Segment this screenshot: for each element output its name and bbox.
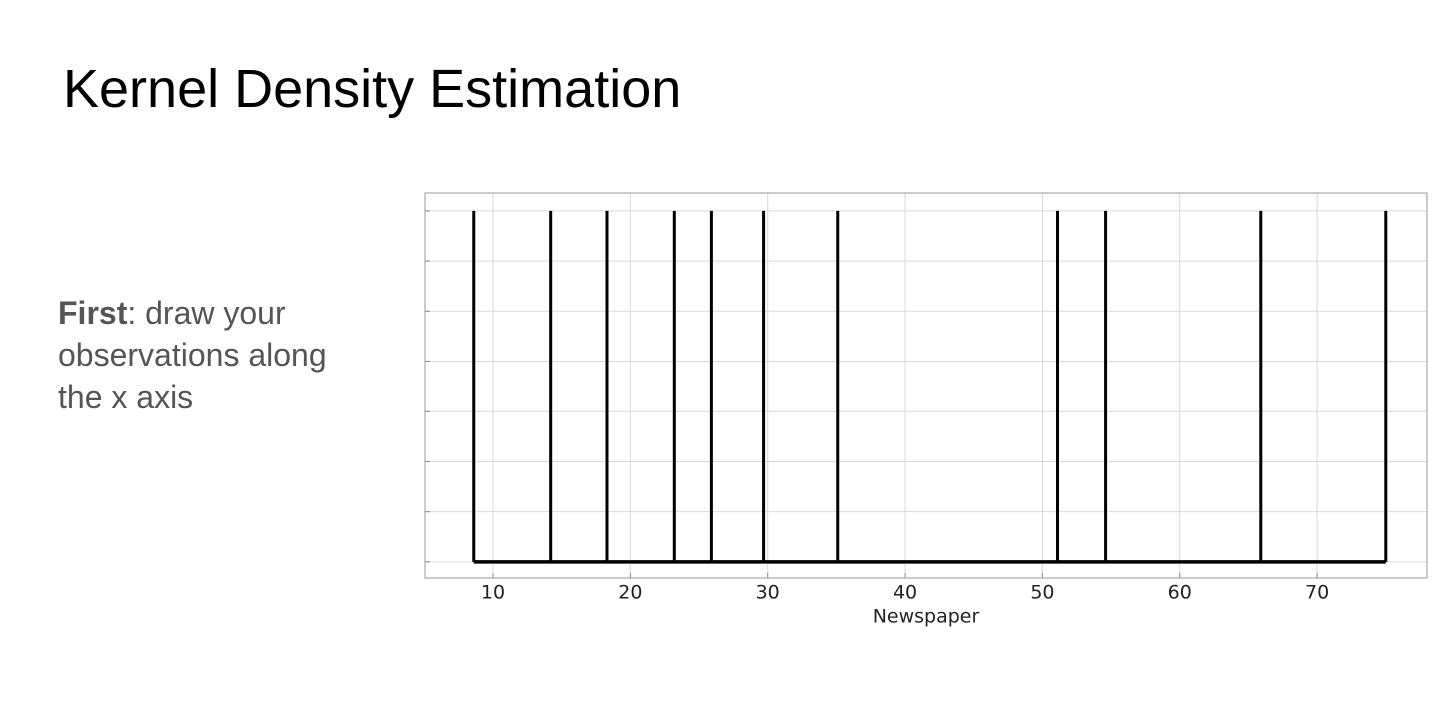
x-tick-label: 20	[618, 582, 642, 604]
x-axis-label: Newspaper	[873, 606, 980, 628]
x-tick-label: 70	[1305, 582, 1329, 604]
x-tick-label: 10	[481, 582, 505, 604]
note-text: : draw your observations along the x axi…	[58, 295, 327, 415]
note: First: draw your observations along the …	[58, 292, 378, 418]
x-tick-label: 50	[1030, 582, 1054, 604]
x-tick-label: 40	[893, 582, 917, 604]
x-tick-label: 30	[756, 582, 780, 604]
slide-title: Kernel Density Estimation	[63, 59, 682, 119]
x-tick-label: 60	[1168, 582, 1192, 604]
note-bold: First	[58, 295, 128, 331]
plot-frame	[424, 192, 1428, 579]
